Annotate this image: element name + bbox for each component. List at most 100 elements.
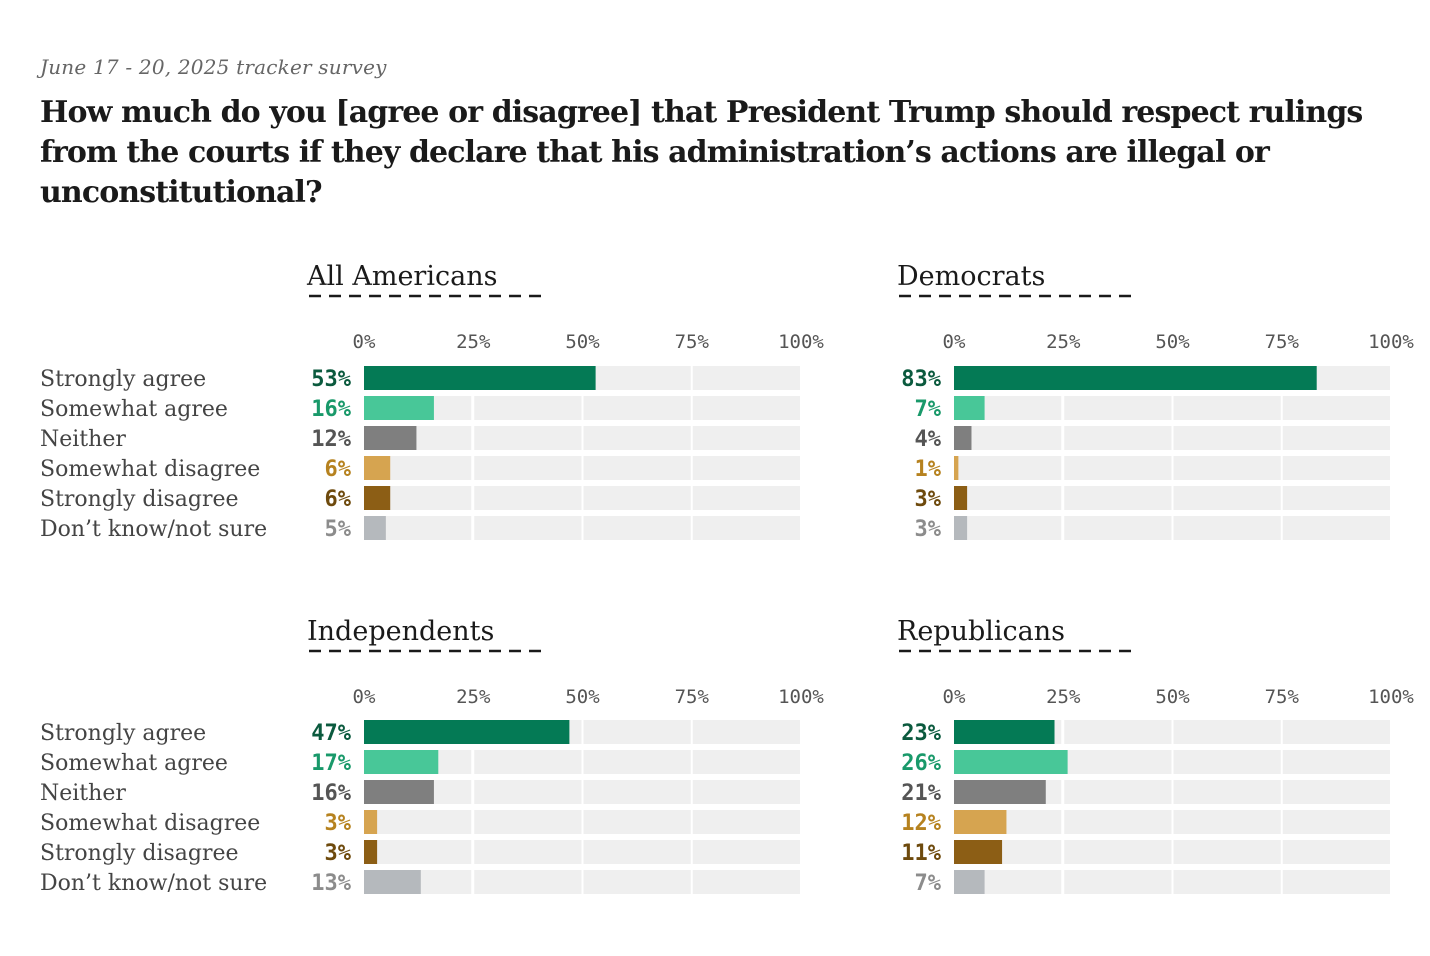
bar bbox=[954, 720, 1055, 744]
data-label: 21% bbox=[901, 781, 941, 806]
chart-panel-independents: Independents 0% 25% 50% 75% 100% 47% Strongly a… bbox=[40, 616, 824, 896]
chart-panel-democrats: Democrats 0% 25% 50% 75% 100% 83% 7% 4% 1% 3% 3% bbox=[897, 261, 1414, 542]
x-tick-label: 100% bbox=[1368, 331, 1414, 353]
x-tick-label: 0% bbox=[353, 686, 376, 708]
bar bbox=[364, 366, 596, 390]
data-label: 3% bbox=[325, 841, 352, 866]
bar bbox=[364, 516, 386, 540]
bar-track bbox=[692, 840, 800, 864]
bar-track bbox=[1282, 840, 1390, 864]
bar-track bbox=[954, 456, 1062, 480]
bar-track bbox=[692, 396, 800, 420]
bar-track bbox=[1064, 456, 1172, 480]
x-tick-label: 50% bbox=[565, 331, 600, 353]
bar-track bbox=[1173, 720, 1281, 744]
bar bbox=[954, 780, 1046, 804]
data-label: 16% bbox=[311, 397, 351, 422]
data-label: 47% bbox=[311, 721, 351, 746]
bar-track bbox=[692, 366, 800, 390]
category-label: Don’t know/not sure bbox=[40, 871, 267, 896]
bar bbox=[954, 426, 972, 450]
x-tick-label: 50% bbox=[1155, 331, 1190, 353]
bar-track bbox=[954, 516, 1062, 540]
chart-panel-all-americans: All Americans 0% 25% 50% 75% 100% 53% Strongly … bbox=[40, 261, 824, 542]
data-label: 53% bbox=[311, 367, 351, 392]
bar-track bbox=[474, 426, 582, 450]
bar-track bbox=[474, 810, 582, 834]
category-label: Somewhat agree bbox=[40, 397, 228, 422]
data-label: 3% bbox=[325, 811, 352, 836]
bar-track bbox=[1282, 870, 1390, 894]
bar bbox=[364, 720, 570, 744]
data-label: 7% bbox=[915, 397, 942, 422]
bar-track bbox=[583, 456, 691, 480]
panel-title: All Americans bbox=[306, 261, 497, 292]
bar-track bbox=[1064, 750, 1172, 774]
category-label: Strongly disagree bbox=[40, 487, 239, 512]
bar-track bbox=[474, 750, 582, 774]
bar-track bbox=[692, 486, 800, 510]
x-tick-label: 0% bbox=[943, 331, 966, 353]
bar-track bbox=[692, 720, 800, 744]
bar-track bbox=[1173, 780, 1281, 804]
chart-question-title: How much do you [agree or disagree] that… bbox=[40, 95, 1363, 210]
bar-track bbox=[583, 516, 691, 540]
category-label: Strongly agree bbox=[40, 721, 206, 746]
category-label: Strongly disagree bbox=[40, 841, 239, 866]
data-label: 3% bbox=[915, 487, 942, 512]
category-label: Somewhat disagree bbox=[40, 811, 260, 836]
bar bbox=[364, 870, 421, 894]
bar-track bbox=[1282, 456, 1390, 480]
bar bbox=[954, 810, 1007, 834]
bar bbox=[364, 750, 439, 774]
data-label: 3% bbox=[915, 517, 942, 542]
bar-track bbox=[1064, 516, 1172, 540]
panel-title: Democrats bbox=[897, 261, 1045, 292]
bar-track bbox=[1064, 810, 1172, 834]
bar-track bbox=[692, 780, 800, 804]
bar bbox=[954, 456, 959, 480]
bar-track bbox=[692, 810, 800, 834]
bar-track bbox=[474, 870, 582, 894]
bar-track bbox=[583, 810, 691, 834]
bar-track bbox=[1064, 486, 1172, 510]
category-label: Don’t know/not sure bbox=[40, 517, 267, 542]
bar-track bbox=[583, 780, 691, 804]
bar-track bbox=[364, 810, 472, 834]
bar-track bbox=[692, 870, 800, 894]
survey-date-subtitle: June 17 - 20, 2025 tracker survey bbox=[40, 55, 387, 79]
data-label: 6% bbox=[325, 487, 352, 512]
x-tick-label: 75% bbox=[675, 686, 710, 708]
bar-track bbox=[1282, 396, 1390, 420]
bar-track bbox=[583, 366, 691, 390]
panel-title: Republicans bbox=[897, 616, 1065, 647]
data-label: 16% bbox=[311, 781, 351, 806]
data-label: 13% bbox=[311, 871, 351, 896]
data-label: 11% bbox=[901, 841, 941, 866]
data-label: 26% bbox=[901, 751, 941, 776]
bar-track bbox=[1173, 870, 1281, 894]
x-tick-label: 75% bbox=[1265, 686, 1300, 708]
bar-track bbox=[474, 396, 582, 420]
bar-track bbox=[1173, 810, 1281, 834]
bar-track bbox=[692, 456, 800, 480]
bar-track bbox=[1173, 426, 1281, 450]
data-label: 4% bbox=[915, 427, 942, 452]
bar bbox=[954, 750, 1068, 774]
x-tick-label: 25% bbox=[1046, 331, 1081, 353]
bar-track bbox=[364, 840, 472, 864]
bar-track bbox=[474, 516, 582, 540]
bar-track bbox=[1064, 840, 1172, 864]
chart-panel-republicans: Republicans 0% 25% 50% 75% 100% 23% 26% 21% 12% 11… bbox=[897, 616, 1414, 896]
bar bbox=[364, 780, 434, 804]
bar-track bbox=[1282, 720, 1390, 744]
bar-track bbox=[583, 396, 691, 420]
bar bbox=[364, 426, 417, 450]
bar-track bbox=[1064, 780, 1172, 804]
data-label: 1% bbox=[915, 457, 942, 482]
bar-track bbox=[583, 486, 691, 510]
bar bbox=[954, 870, 985, 894]
bar-track bbox=[1282, 780, 1390, 804]
category-label: Somewhat disagree bbox=[40, 457, 260, 482]
bar-track bbox=[1282, 516, 1390, 540]
